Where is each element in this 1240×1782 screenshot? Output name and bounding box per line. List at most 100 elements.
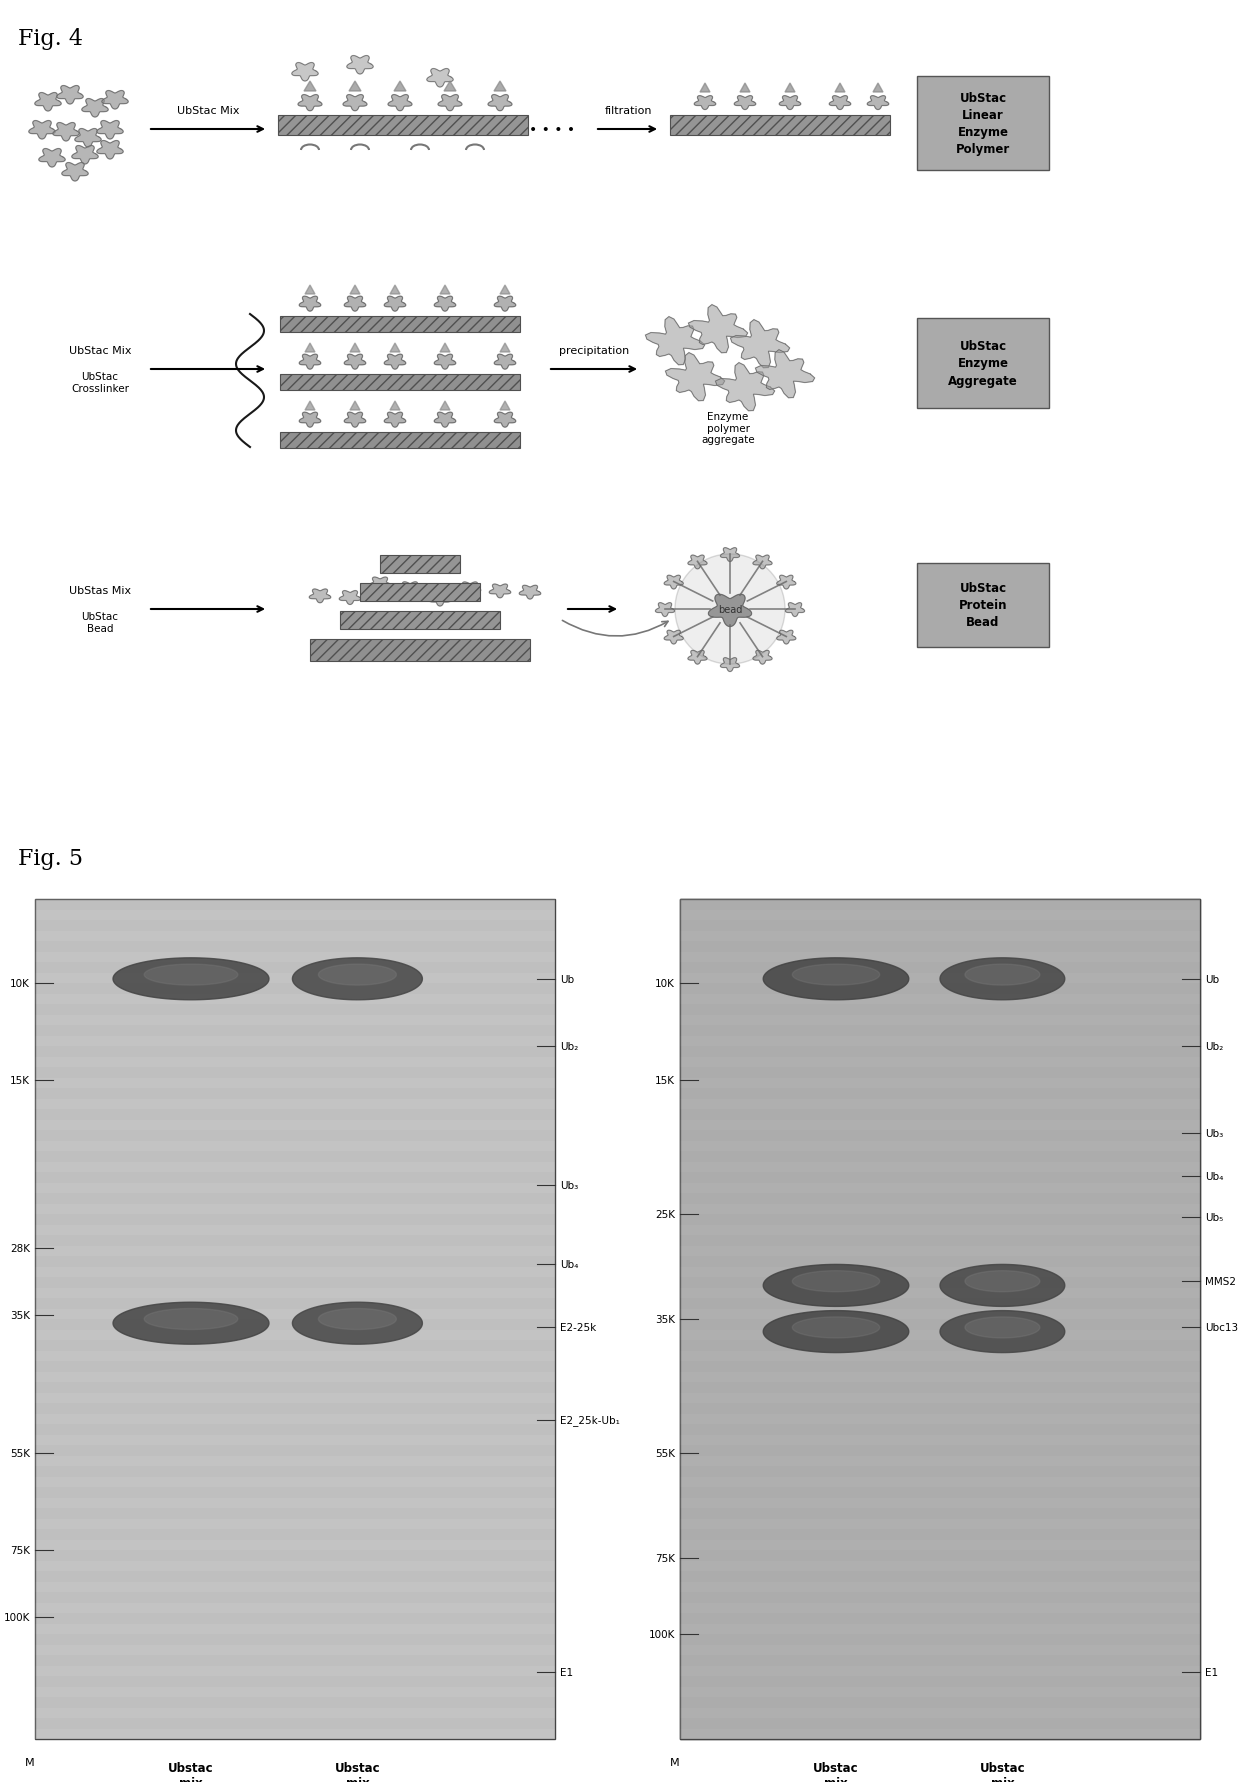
Text: 100K: 100K — [649, 1629, 675, 1639]
Bar — [35, 1383, 556, 1394]
Text: 35K: 35K — [655, 1315, 675, 1324]
Text: Ub₃: Ub₃ — [560, 1180, 578, 1190]
Polygon shape — [688, 305, 748, 353]
Bar — [680, 1623, 1200, 1634]
Polygon shape — [646, 317, 704, 365]
Bar — [680, 1488, 1200, 1497]
Bar — [35, 1205, 556, 1214]
Polygon shape — [309, 590, 331, 604]
Text: 55K: 55K — [655, 1449, 675, 1459]
Polygon shape — [792, 964, 879, 985]
Text: UbStac
Linear
Enzyme
Polymer: UbStac Linear Enzyme Polymer — [956, 93, 1011, 155]
Polygon shape — [665, 631, 683, 645]
Bar — [680, 1130, 1200, 1140]
Bar — [680, 994, 1200, 1005]
Bar — [680, 1046, 1200, 1057]
Polygon shape — [399, 583, 420, 597]
Text: M: M — [670, 1757, 680, 1768]
Bar — [680, 930, 1200, 941]
Bar — [680, 1151, 1200, 1162]
Bar — [35, 1067, 556, 1078]
Bar — [35, 1634, 556, 1645]
Bar — [280, 374, 520, 390]
Text: MMS2: MMS2 — [1205, 1276, 1236, 1287]
Polygon shape — [495, 298, 516, 312]
Bar — [680, 1089, 1200, 1099]
Text: UbStac Mix: UbStac Mix — [68, 346, 131, 356]
Bar — [680, 1016, 1200, 1025]
Polygon shape — [495, 355, 516, 371]
Bar — [680, 1718, 1200, 1729]
Bar — [680, 1696, 1200, 1707]
Bar — [680, 1089, 1200, 1099]
Polygon shape — [688, 650, 707, 665]
Bar — [35, 1308, 556, 1319]
Bar — [680, 1224, 1200, 1235]
Bar — [680, 941, 1200, 952]
Bar — [35, 1099, 556, 1110]
Bar — [35, 1278, 556, 1288]
Bar — [680, 1467, 1200, 1477]
Bar — [35, 1340, 556, 1351]
Bar — [35, 1246, 556, 1256]
Polygon shape — [867, 96, 889, 110]
Text: 10K: 10K — [655, 978, 675, 989]
Bar — [680, 1402, 1200, 1413]
Bar — [680, 1488, 1200, 1497]
Polygon shape — [764, 1265, 909, 1306]
Polygon shape — [965, 1271, 1040, 1292]
Bar — [35, 1119, 556, 1130]
Bar — [680, 921, 1200, 930]
Bar — [35, 1140, 556, 1151]
Bar — [680, 1194, 1200, 1205]
Bar — [680, 900, 1200, 1739]
Bar — [680, 1246, 1200, 1256]
Polygon shape — [776, 576, 796, 590]
Bar — [35, 1591, 556, 1602]
Bar — [680, 1119, 1200, 1130]
Polygon shape — [720, 658, 739, 672]
Polygon shape — [74, 130, 102, 148]
Bar — [680, 1655, 1200, 1666]
Bar — [680, 1361, 1200, 1372]
Bar — [35, 1110, 556, 1119]
Polygon shape — [740, 84, 750, 93]
Bar — [35, 1467, 556, 1477]
Polygon shape — [305, 344, 315, 353]
Bar — [680, 1099, 1200, 1110]
Bar — [680, 1666, 1200, 1677]
Text: 100K: 100K — [4, 1613, 30, 1622]
Bar — [680, 1508, 1200, 1518]
Bar — [680, 1707, 1200, 1718]
Bar — [680, 1205, 1200, 1214]
Polygon shape — [434, 298, 456, 312]
Polygon shape — [720, 549, 739, 561]
Bar — [680, 1445, 1200, 1456]
Bar — [680, 1235, 1200, 1246]
Polygon shape — [434, 355, 456, 371]
Polygon shape — [144, 1308, 238, 1329]
Bar — [35, 952, 556, 962]
Bar — [680, 1235, 1200, 1246]
Polygon shape — [489, 96, 512, 112]
Bar — [680, 1319, 1200, 1329]
Bar — [680, 1119, 1200, 1130]
Polygon shape — [694, 96, 715, 110]
Polygon shape — [444, 82, 456, 93]
Bar — [680, 1477, 1200, 1488]
Polygon shape — [305, 401, 315, 412]
Bar — [680, 1267, 1200, 1278]
Bar — [35, 1005, 556, 1016]
FancyBboxPatch shape — [918, 563, 1049, 647]
Polygon shape — [495, 413, 516, 428]
Text: Ub₂: Ub₂ — [560, 1041, 578, 1051]
Bar — [680, 911, 1200, 921]
Bar — [35, 1089, 556, 1099]
Polygon shape — [299, 298, 321, 312]
Bar — [680, 900, 1200, 911]
Bar — [680, 1057, 1200, 1067]
Bar — [35, 1035, 556, 1046]
Bar — [680, 994, 1200, 1005]
Polygon shape — [873, 84, 883, 93]
Bar — [35, 1256, 556, 1267]
